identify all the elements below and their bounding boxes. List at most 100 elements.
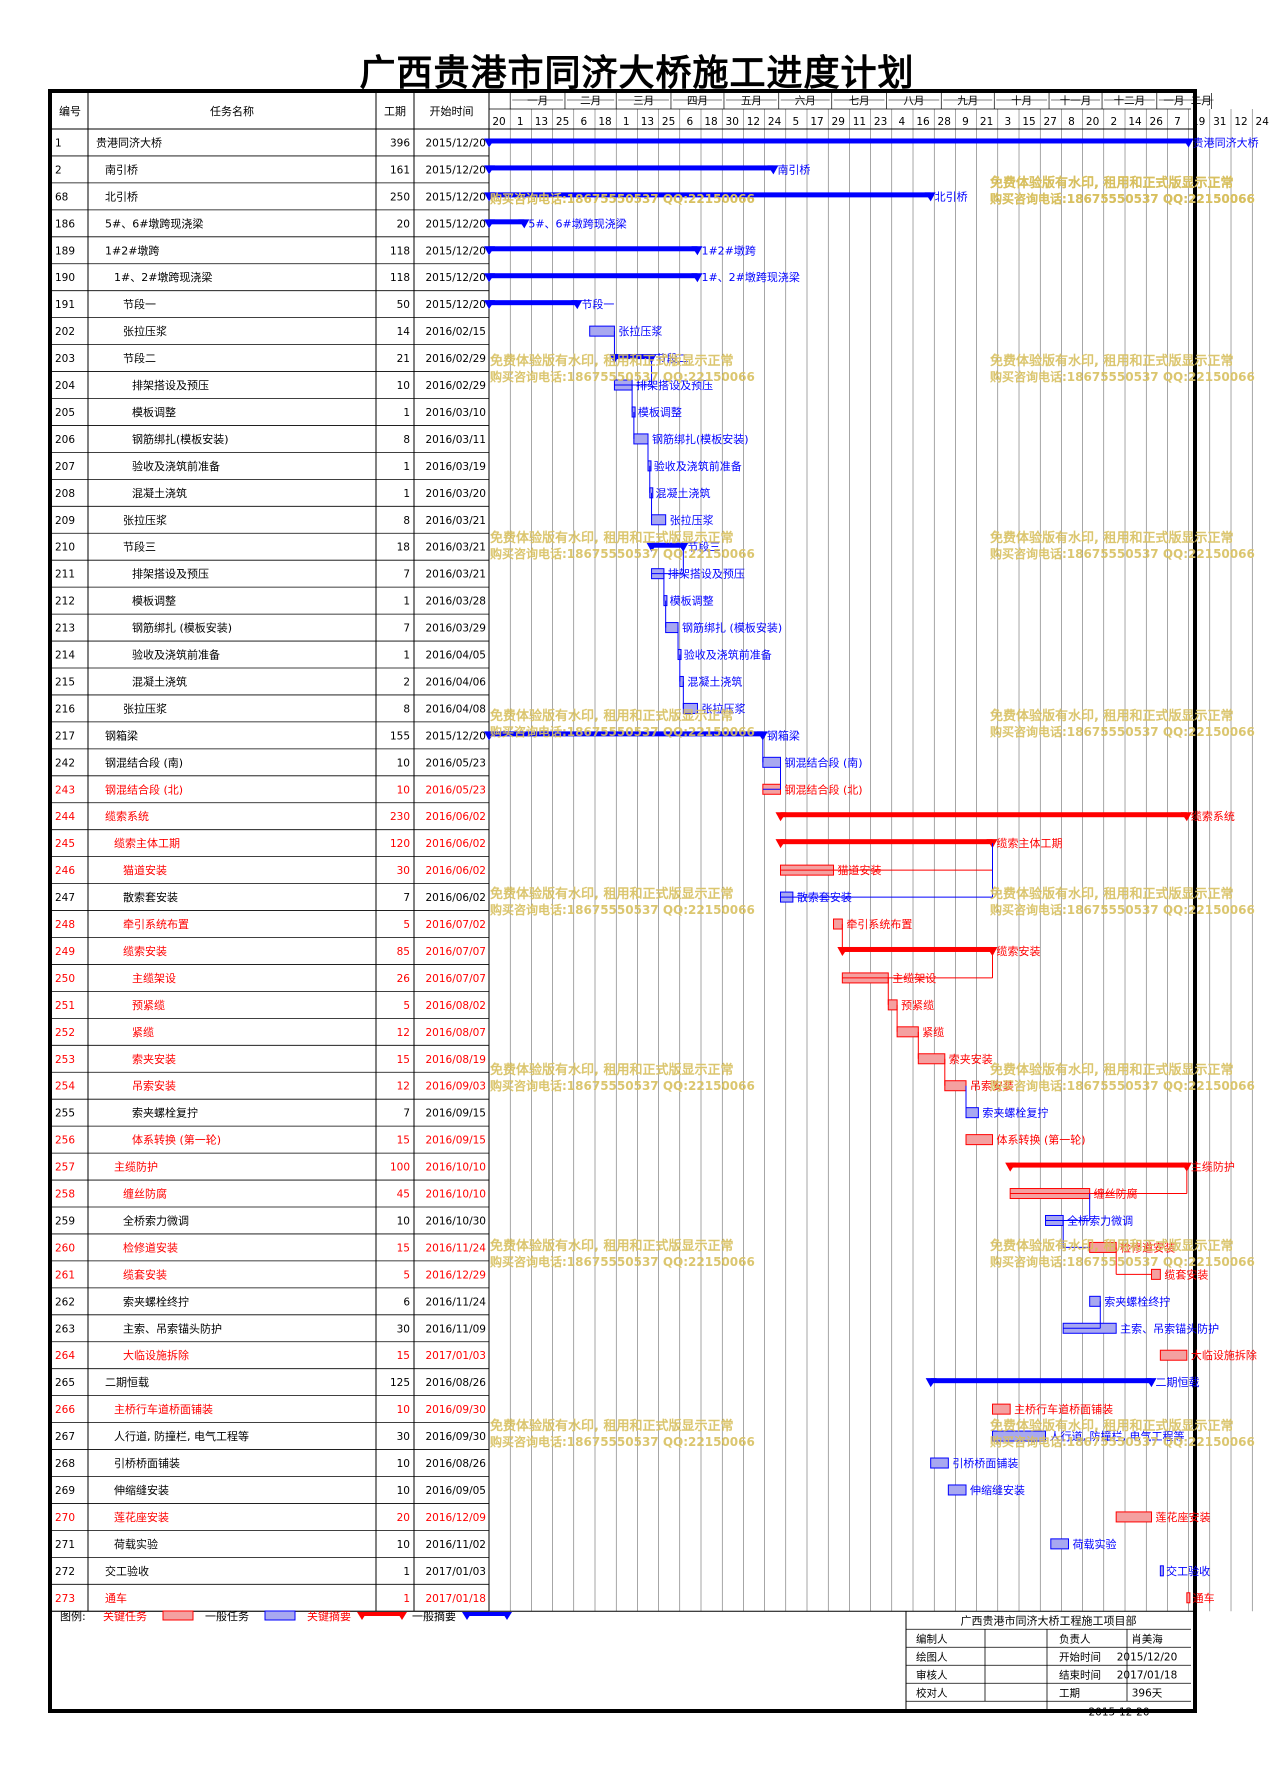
task-name: 主桥行车道桥面铺装 xyxy=(114,1402,213,1416)
bar-label: 验收及浇筑前准备 xyxy=(684,648,772,662)
task-id: 261 xyxy=(55,1269,75,1281)
task-name: 通车 xyxy=(105,1591,127,1605)
summary-bar xyxy=(489,300,578,306)
summary-bar xyxy=(489,192,931,198)
task-name: 验收及浇筑前准备 xyxy=(132,459,220,473)
day-tick-label: 9 xyxy=(962,116,969,128)
bar-label: 钢筋绑扎(模板安装) xyxy=(652,432,749,446)
footer-cell: 负责人 xyxy=(1059,1632,1091,1645)
bar-label: 主缆防护 xyxy=(1191,1160,1235,1174)
summary-bar xyxy=(780,812,1187,818)
summary-start-marker xyxy=(1005,1162,1017,1172)
summary-start-marker xyxy=(484,273,495,283)
summary-start-marker xyxy=(484,219,495,229)
task-name: 索夹螺栓复拧 xyxy=(132,1106,198,1120)
task-id: 265 xyxy=(55,1377,75,1389)
summary-end-marker xyxy=(1145,1378,1157,1388)
task-start: 2016/06/02 xyxy=(425,892,486,904)
task-id: 260 xyxy=(55,1242,75,1254)
task-duration: 100 xyxy=(390,1162,410,1174)
watermark-text: 购买咨询电话:18675550537 QQ:22150066 xyxy=(490,1254,755,1269)
month-label: 十二月 xyxy=(1114,94,1146,107)
task-id: 207 xyxy=(55,461,75,473)
task-start: 2015/12/20 xyxy=(425,191,486,203)
watermark-text: 免费体验版有水印, 租用和正式版显示正常 xyxy=(490,530,733,546)
task-duration: 125 xyxy=(390,1377,410,1389)
legend-critical-summary: 关键摘要 xyxy=(307,1609,351,1623)
task-id: 246 xyxy=(55,865,75,877)
bar-label: 引桥桥面铺装 xyxy=(952,1456,1018,1470)
watermark-text: 免费体验版有水印, 租用和正式版显示正常 xyxy=(990,708,1233,724)
footer-cell: 2015/12/20 xyxy=(1117,1651,1178,1663)
task-start: 2016/09/15 xyxy=(425,1135,486,1147)
task-start: 2016/11/02 xyxy=(425,1539,486,1551)
task-name: 模板调整 xyxy=(132,594,176,608)
bar-label: 缆索系统 xyxy=(1191,809,1235,823)
bar-label: 混凝土浇筑 xyxy=(687,674,742,688)
summary-start-marker xyxy=(775,812,787,822)
watermark-text: 免费体验版有水印, 租用和正式版显示正常 xyxy=(490,1238,733,1254)
task-bar xyxy=(992,1403,1011,1415)
task-duration: 10 xyxy=(397,757,410,769)
bar-label: 张拉压浆 xyxy=(670,513,714,527)
task-name: 主索、吊索锚头防护 xyxy=(123,1321,222,1335)
task-id: 263 xyxy=(55,1323,75,1335)
task-start: 2016/07/07 xyxy=(425,946,486,958)
task-id: 204 xyxy=(55,380,75,392)
bar-label: 钢筋绑扎 (模板安装) xyxy=(682,621,782,635)
task-start: 2016/04/05 xyxy=(425,650,486,662)
day-tick-label: 28 xyxy=(938,116,951,128)
task-duration: 15 xyxy=(397,1242,410,1254)
summary-end-marker xyxy=(1182,138,1194,148)
task-id: 245 xyxy=(55,838,75,850)
bar-label: 模板调整 xyxy=(638,405,682,419)
task-start: 2016/02/15 xyxy=(425,326,486,338)
bar-label: 钢混结合段 (南) xyxy=(785,755,863,769)
footer-cell: 肖美海 xyxy=(1131,1632,1163,1645)
summary-bar xyxy=(489,219,525,225)
task-id: 189 xyxy=(55,245,75,257)
task-duration: 30 xyxy=(397,1323,410,1335)
bar-label: 主索、吊索锚头防护 xyxy=(1120,1321,1219,1335)
task-bar xyxy=(944,1080,967,1092)
watermark-text: 购买咨询电话:18675550537 QQ:22150066 xyxy=(990,1434,1255,1449)
task-duration: 10 xyxy=(397,1485,410,1497)
task-name: 检修道安装 xyxy=(123,1240,178,1254)
task-duration: 5 xyxy=(403,1000,410,1012)
task-id: 257 xyxy=(55,1162,75,1174)
task-name: 主缆架设 xyxy=(132,972,176,985)
bar-label: 吊索安装 xyxy=(970,1079,1014,1093)
task-duration: 12 xyxy=(397,1081,410,1093)
bar-label: 伸缩缝安装 xyxy=(970,1483,1025,1497)
task-duration: 85 xyxy=(397,946,410,958)
task-start: 2016/03/29 xyxy=(425,623,486,635)
task-id: 271 xyxy=(55,1539,75,1551)
task-start: 2015/12/20 xyxy=(425,245,486,257)
task-id: 212 xyxy=(55,596,75,608)
task-bar xyxy=(1159,1565,1164,1577)
footer-cell: 绘图人 xyxy=(916,1650,948,1663)
summary-start-marker xyxy=(484,731,495,741)
task-duration: 10 xyxy=(397,380,410,392)
bar-label: 南引桥 xyxy=(777,162,810,176)
task-start: 2015/12/20 xyxy=(425,164,486,176)
day-tick-label: 26 xyxy=(1150,116,1164,128)
bar-label: 模板调整 xyxy=(670,594,714,608)
footer-cell: 校对人 xyxy=(916,1686,948,1699)
day-tick-label: 12 xyxy=(1234,116,1247,128)
task-start: 2016/10/10 xyxy=(425,1162,486,1174)
bar-label: 混凝土浇筑 xyxy=(656,486,711,500)
task-bar xyxy=(589,325,615,337)
task-name: 北引桥 xyxy=(105,189,138,203)
summary-end-marker xyxy=(767,165,779,175)
task-name: 混凝土浇筑 xyxy=(132,674,187,688)
task-id: 254 xyxy=(55,1081,75,1093)
summary-bar xyxy=(651,542,684,548)
task-id: 191 xyxy=(55,299,75,311)
footer-cell: 开始时间 xyxy=(1059,1650,1101,1663)
task-duration: 20 xyxy=(397,218,410,230)
task-id: 2 xyxy=(55,164,62,176)
watermark-text: 免费体验版有水印, 租用和正式版显示正常 xyxy=(990,886,1233,902)
bar-label: 钢混结合段 (北) xyxy=(785,782,863,796)
